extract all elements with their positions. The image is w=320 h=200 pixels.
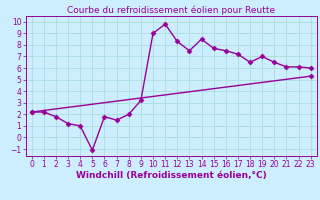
X-axis label: Windchill (Refroidissement éolien,°C): Windchill (Refroidissement éolien,°C) <box>76 171 267 180</box>
Title: Courbe du refroidissement éolien pour Reutte: Courbe du refroidissement éolien pour Re… <box>67 6 275 15</box>
